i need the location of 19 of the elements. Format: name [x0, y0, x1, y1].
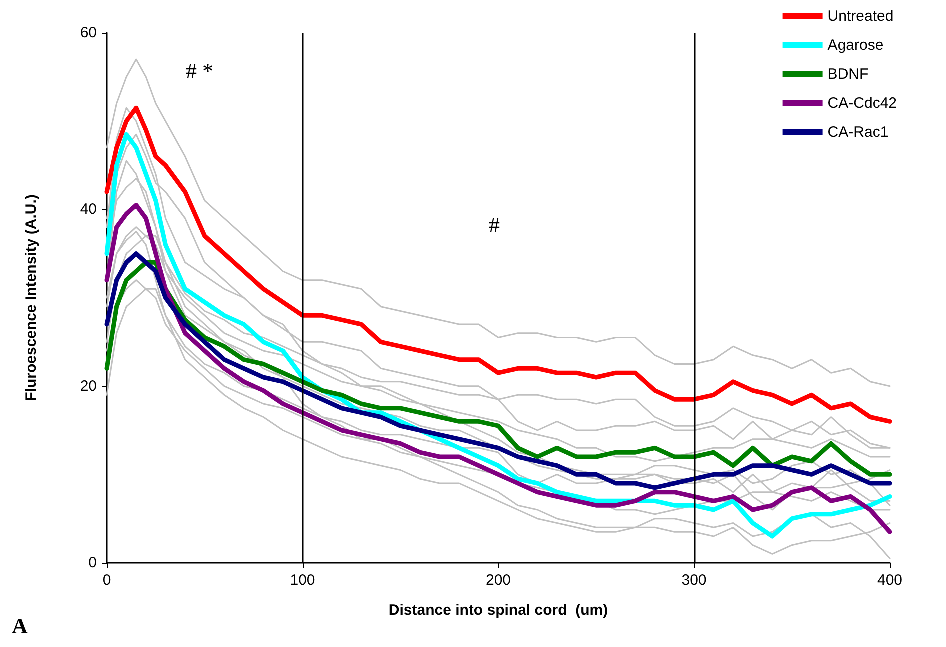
y-tick-label: 40	[80, 201, 97, 218]
legend-label: Untreated	[828, 8, 894, 25]
x-tick-label: 0	[102, 572, 112, 589]
legend-label: CA-Rac1	[828, 124, 889, 141]
x-axis-title: Distance into spinal cord (um)	[388, 602, 608, 619]
x-tick-label: 100	[290, 572, 316, 589]
legend-label: CA-Cdc42	[828, 95, 898, 112]
text: A	[12, 614, 28, 638]
x-tick-label: 300	[682, 572, 707, 589]
y-axis-title: Fluroescence Intensity (A.U.)	[23, 194, 40, 402]
y-tick-label: 20	[80, 378, 97, 395]
y-tick-label: 0	[88, 554, 97, 572]
annotation: # *	[186, 58, 214, 84]
y-tick-label: 60	[80, 24, 97, 42]
x-tick-label: 200	[486, 572, 512, 589]
legend-label: Agarose	[828, 37, 884, 54]
x-tick-label: 400	[877, 572, 903, 589]
annotation: #	[489, 212, 500, 238]
legend-label: BDNF	[828, 66, 869, 83]
